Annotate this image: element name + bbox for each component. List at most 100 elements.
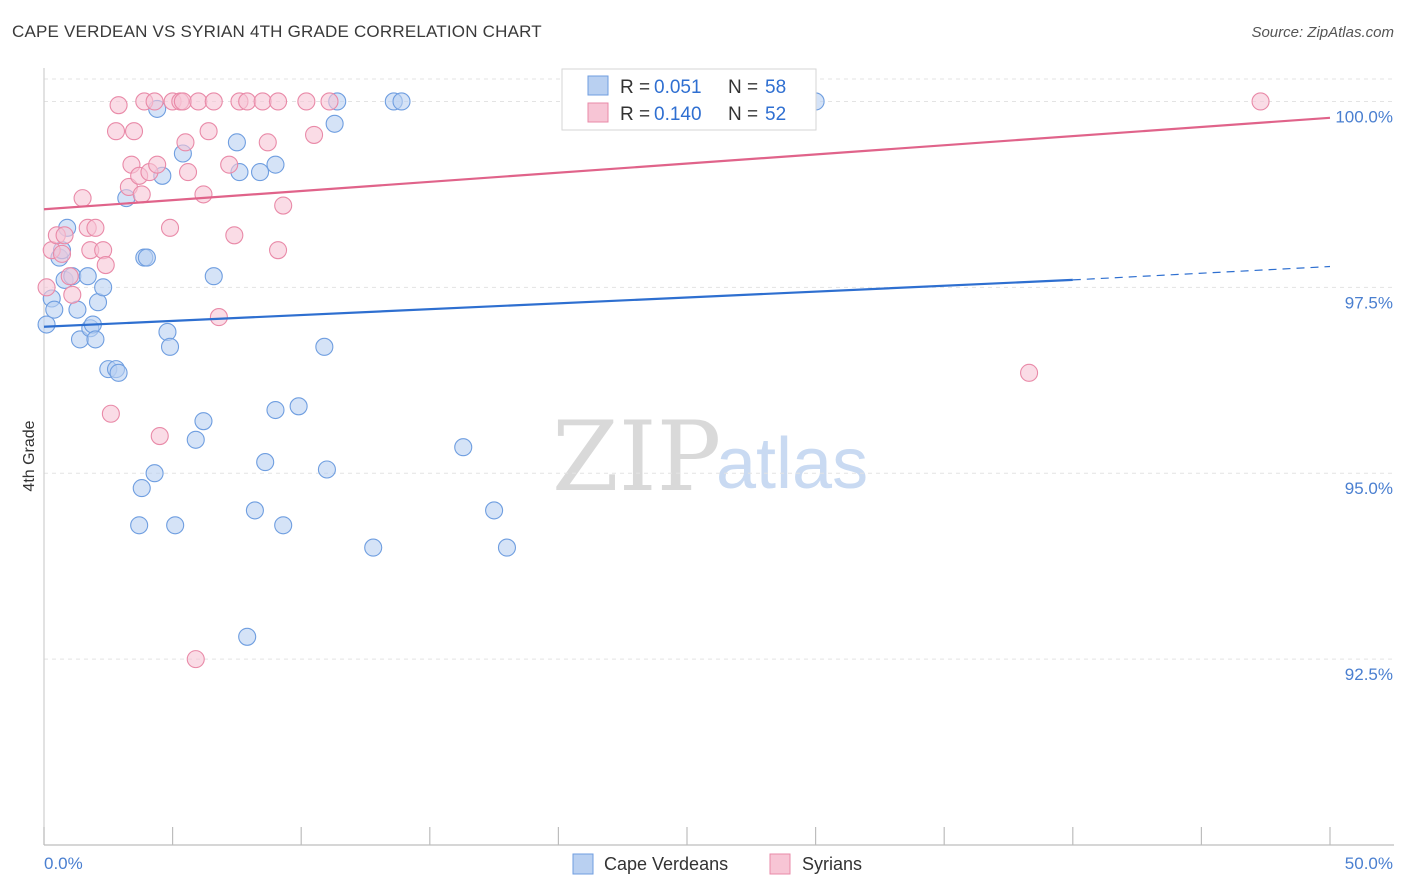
point-cape-verdean-48 xyxy=(364,538,383,557)
point-cape-verdean-28 xyxy=(160,337,180,356)
point-cape-verdean-24 xyxy=(145,464,164,483)
point-syrian-7 xyxy=(73,189,92,208)
point-syrian-44 xyxy=(269,92,288,111)
point-syrian-48 xyxy=(305,125,324,144)
point-syrian-33 xyxy=(189,92,208,111)
point-syrian-15 xyxy=(109,96,128,115)
point-cape-verdean-43 xyxy=(289,397,308,416)
point-cape-verdean-40 xyxy=(266,155,285,174)
point-cape-verdean-33 xyxy=(204,267,223,286)
trend-line-extension-cape-verdeans xyxy=(1072,265,1331,281)
point-cape-verdean-27 xyxy=(158,322,177,342)
point-cape-verdean-29 xyxy=(166,516,185,535)
point-cape-verdean-2 xyxy=(45,300,64,319)
y-tick-labels: 100.0% 97.5% 95.0% 92.5% xyxy=(1335,107,1393,684)
point-syrian-45 xyxy=(269,241,288,260)
y-tick-label-2: 95.0% xyxy=(1345,479,1393,498)
point-syrian-51 xyxy=(1251,92,1270,111)
trend-lines xyxy=(43,116,1331,328)
point-cape-verdean-18 xyxy=(109,363,128,382)
watermark-atlas: atlas xyxy=(716,424,868,504)
point-cape-verdean-23 xyxy=(137,248,156,267)
point-syrian-49 xyxy=(320,92,339,111)
point-syrian-12 xyxy=(96,255,115,275)
y-tick-label-3: 92.5% xyxy=(1345,665,1393,684)
point-syrian-20 xyxy=(132,185,151,204)
point-syrian-37 xyxy=(209,308,228,327)
stats-swatch-pink xyxy=(587,102,609,123)
point-syrian-6 xyxy=(63,285,82,304)
stats-r-value-1: 0.140 xyxy=(654,104,702,125)
stats-r-value-0: 0.051 xyxy=(654,77,702,98)
point-syrian-4 xyxy=(55,226,74,245)
point-syrian-0 xyxy=(37,278,56,297)
point-syrian-31 xyxy=(178,163,198,182)
point-syrian-5 xyxy=(60,267,79,286)
point-cape-verdean-41 xyxy=(274,516,293,535)
point-syrian-30 xyxy=(176,133,195,152)
series-legend: Cape Verdeans Syrians xyxy=(572,853,862,875)
legend-swatch-syrians xyxy=(769,853,791,875)
point-cape-verdean-13 xyxy=(86,330,105,349)
point-cape-verdean-45 xyxy=(317,460,336,479)
point-cape-verdean-50 xyxy=(392,92,411,111)
point-cape-verdean-53 xyxy=(497,538,517,557)
point-syrian-24 xyxy=(148,155,167,174)
point-cape-verdean-21 xyxy=(132,479,151,498)
point-cape-verdean-37 xyxy=(245,501,264,520)
point-syrian-11 xyxy=(94,241,113,260)
y-tick-label-1: 97.5% xyxy=(1345,293,1393,312)
point-cape-verdean-52 xyxy=(485,501,504,520)
point-syrian-46 xyxy=(274,196,293,215)
y-axis-label: 4th Grade xyxy=(21,420,38,491)
grid-lines xyxy=(44,78,1394,660)
point-syrian-3 xyxy=(52,244,72,263)
point-syrian-47 xyxy=(297,92,316,111)
point-cape-verdean-51 xyxy=(454,438,473,457)
point-syrian-41 xyxy=(238,92,257,111)
point-syrian-18 xyxy=(124,122,144,141)
point-cape-verdean-38 xyxy=(250,163,270,182)
x-tick-label-min: 0.0% xyxy=(44,854,83,873)
point-syrian-26 xyxy=(160,218,180,237)
point-syrian-32 xyxy=(186,650,205,669)
stats-n-value-1: 52 xyxy=(765,104,786,125)
point-cape-verdean-32 xyxy=(194,412,213,431)
stats-n-label-1: N = xyxy=(728,104,758,125)
point-cape-verdean-44 xyxy=(315,337,334,356)
point-cape-verdean-15 xyxy=(94,278,113,297)
stats-r-label-0: R = xyxy=(620,77,650,98)
stats-n-value-0: 58 xyxy=(765,77,786,98)
point-syrian-35 xyxy=(199,122,218,141)
point-cape-verdean-39 xyxy=(256,453,275,472)
chart-source: Source: ZipAtlas.com xyxy=(1251,24,1394,41)
point-cape-verdean-20 xyxy=(130,516,149,535)
y-tick-label-0: 100.0% xyxy=(1335,107,1393,126)
stats-swatch-blue xyxy=(587,75,609,96)
stats-r-label-1: R = xyxy=(620,104,650,125)
x-tick-label-max: 50.0% xyxy=(1345,854,1393,873)
point-cape-verdean-36 xyxy=(238,627,257,646)
point-cape-verdean-34 xyxy=(227,133,246,152)
point-syrian-36 xyxy=(204,92,223,111)
x-ticks xyxy=(43,827,1331,845)
series-cape-verdeans-points xyxy=(37,92,825,646)
chart-title: CAPE VERDEAN VS SYRIAN 4TH GRADE CORRELA… xyxy=(12,22,542,41)
point-syrian-14 xyxy=(106,122,126,141)
stats-n-label-0: N = xyxy=(728,77,758,98)
point-syrian-23 xyxy=(145,92,164,111)
legend-swatch-cape-verdeans xyxy=(572,853,594,875)
point-syrian-43 xyxy=(258,133,277,152)
watermark-zip: ZIP xyxy=(552,401,721,513)
point-syrian-50 xyxy=(1020,363,1039,382)
point-cape-verdean-31 xyxy=(186,430,205,449)
legend-label-cape-verdeans: Cape Verdeans xyxy=(604,854,728,874)
series-syrians-points xyxy=(37,92,1270,669)
point-syrian-25 xyxy=(150,427,169,446)
point-cape-verdean-46 xyxy=(325,114,344,133)
point-syrian-42 xyxy=(253,92,272,111)
point-syrian-13 xyxy=(101,404,120,423)
point-cape-verdean-42 xyxy=(266,400,285,420)
point-syrian-29 xyxy=(173,92,192,111)
